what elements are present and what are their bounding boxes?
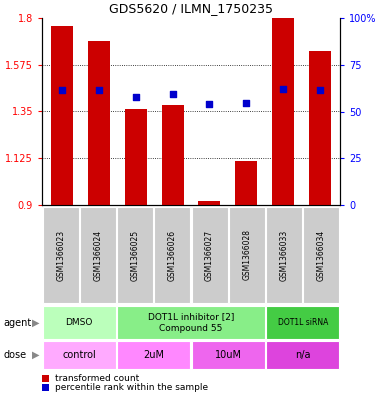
Point <box>206 101 213 107</box>
Point <box>96 86 102 93</box>
Text: GSM1366024: GSM1366024 <box>94 230 102 281</box>
Bar <box>88 41 110 205</box>
Text: DOT1L inhibitor [2]
Compound 55: DOT1L inhibitor [2] Compound 55 <box>148 312 234 332</box>
Bar <box>303 207 339 303</box>
Bar <box>266 306 339 339</box>
Bar <box>162 105 184 205</box>
Bar <box>154 207 190 303</box>
Bar <box>43 341 116 369</box>
Bar <box>125 109 147 205</box>
Bar <box>235 162 257 205</box>
Text: GSM1366023: GSM1366023 <box>56 230 65 281</box>
Text: DMSO: DMSO <box>65 318 93 327</box>
Text: 2uM: 2uM <box>143 350 164 360</box>
Bar <box>43 306 116 339</box>
Text: GSM1366034: GSM1366034 <box>317 230 326 281</box>
Bar <box>229 207 265 303</box>
Bar <box>51 26 73 205</box>
Point <box>317 86 323 93</box>
Bar <box>309 51 331 205</box>
Text: GSM1366027: GSM1366027 <box>205 230 214 281</box>
Bar <box>266 341 339 369</box>
Bar <box>198 201 221 205</box>
Point <box>243 100 249 107</box>
Bar <box>43 207 79 303</box>
Text: DOT1L siRNA: DOT1L siRNA <box>278 318 328 327</box>
Bar <box>272 18 294 205</box>
Bar <box>117 306 265 339</box>
Text: control: control <box>62 350 96 360</box>
Bar <box>80 207 116 303</box>
Text: ▶: ▶ <box>32 350 40 360</box>
Text: percentile rank within the sample: percentile rank within the sample <box>55 383 208 392</box>
Text: GSM1366033: GSM1366033 <box>280 230 289 281</box>
Text: GSM1366028: GSM1366028 <box>243 230 251 281</box>
Point <box>169 91 176 97</box>
Title: GDS5620 / ILMN_1750235: GDS5620 / ILMN_1750235 <box>109 2 273 15</box>
Text: transformed count: transformed count <box>55 374 139 383</box>
Text: 10uM: 10uM <box>215 350 242 360</box>
Text: ▶: ▶ <box>32 318 40 327</box>
Text: GSM1366025: GSM1366025 <box>131 230 140 281</box>
Bar <box>117 341 190 369</box>
Bar <box>192 341 265 369</box>
Bar <box>266 207 302 303</box>
Point <box>133 94 139 100</box>
Text: n/a: n/a <box>295 350 310 360</box>
Bar <box>192 207 228 303</box>
Text: GSM1366026: GSM1366026 <box>168 230 177 281</box>
Point <box>280 86 286 92</box>
Bar <box>117 207 153 303</box>
Point <box>59 86 65 93</box>
Text: agent: agent <box>4 318 32 327</box>
Text: dose: dose <box>4 350 27 360</box>
